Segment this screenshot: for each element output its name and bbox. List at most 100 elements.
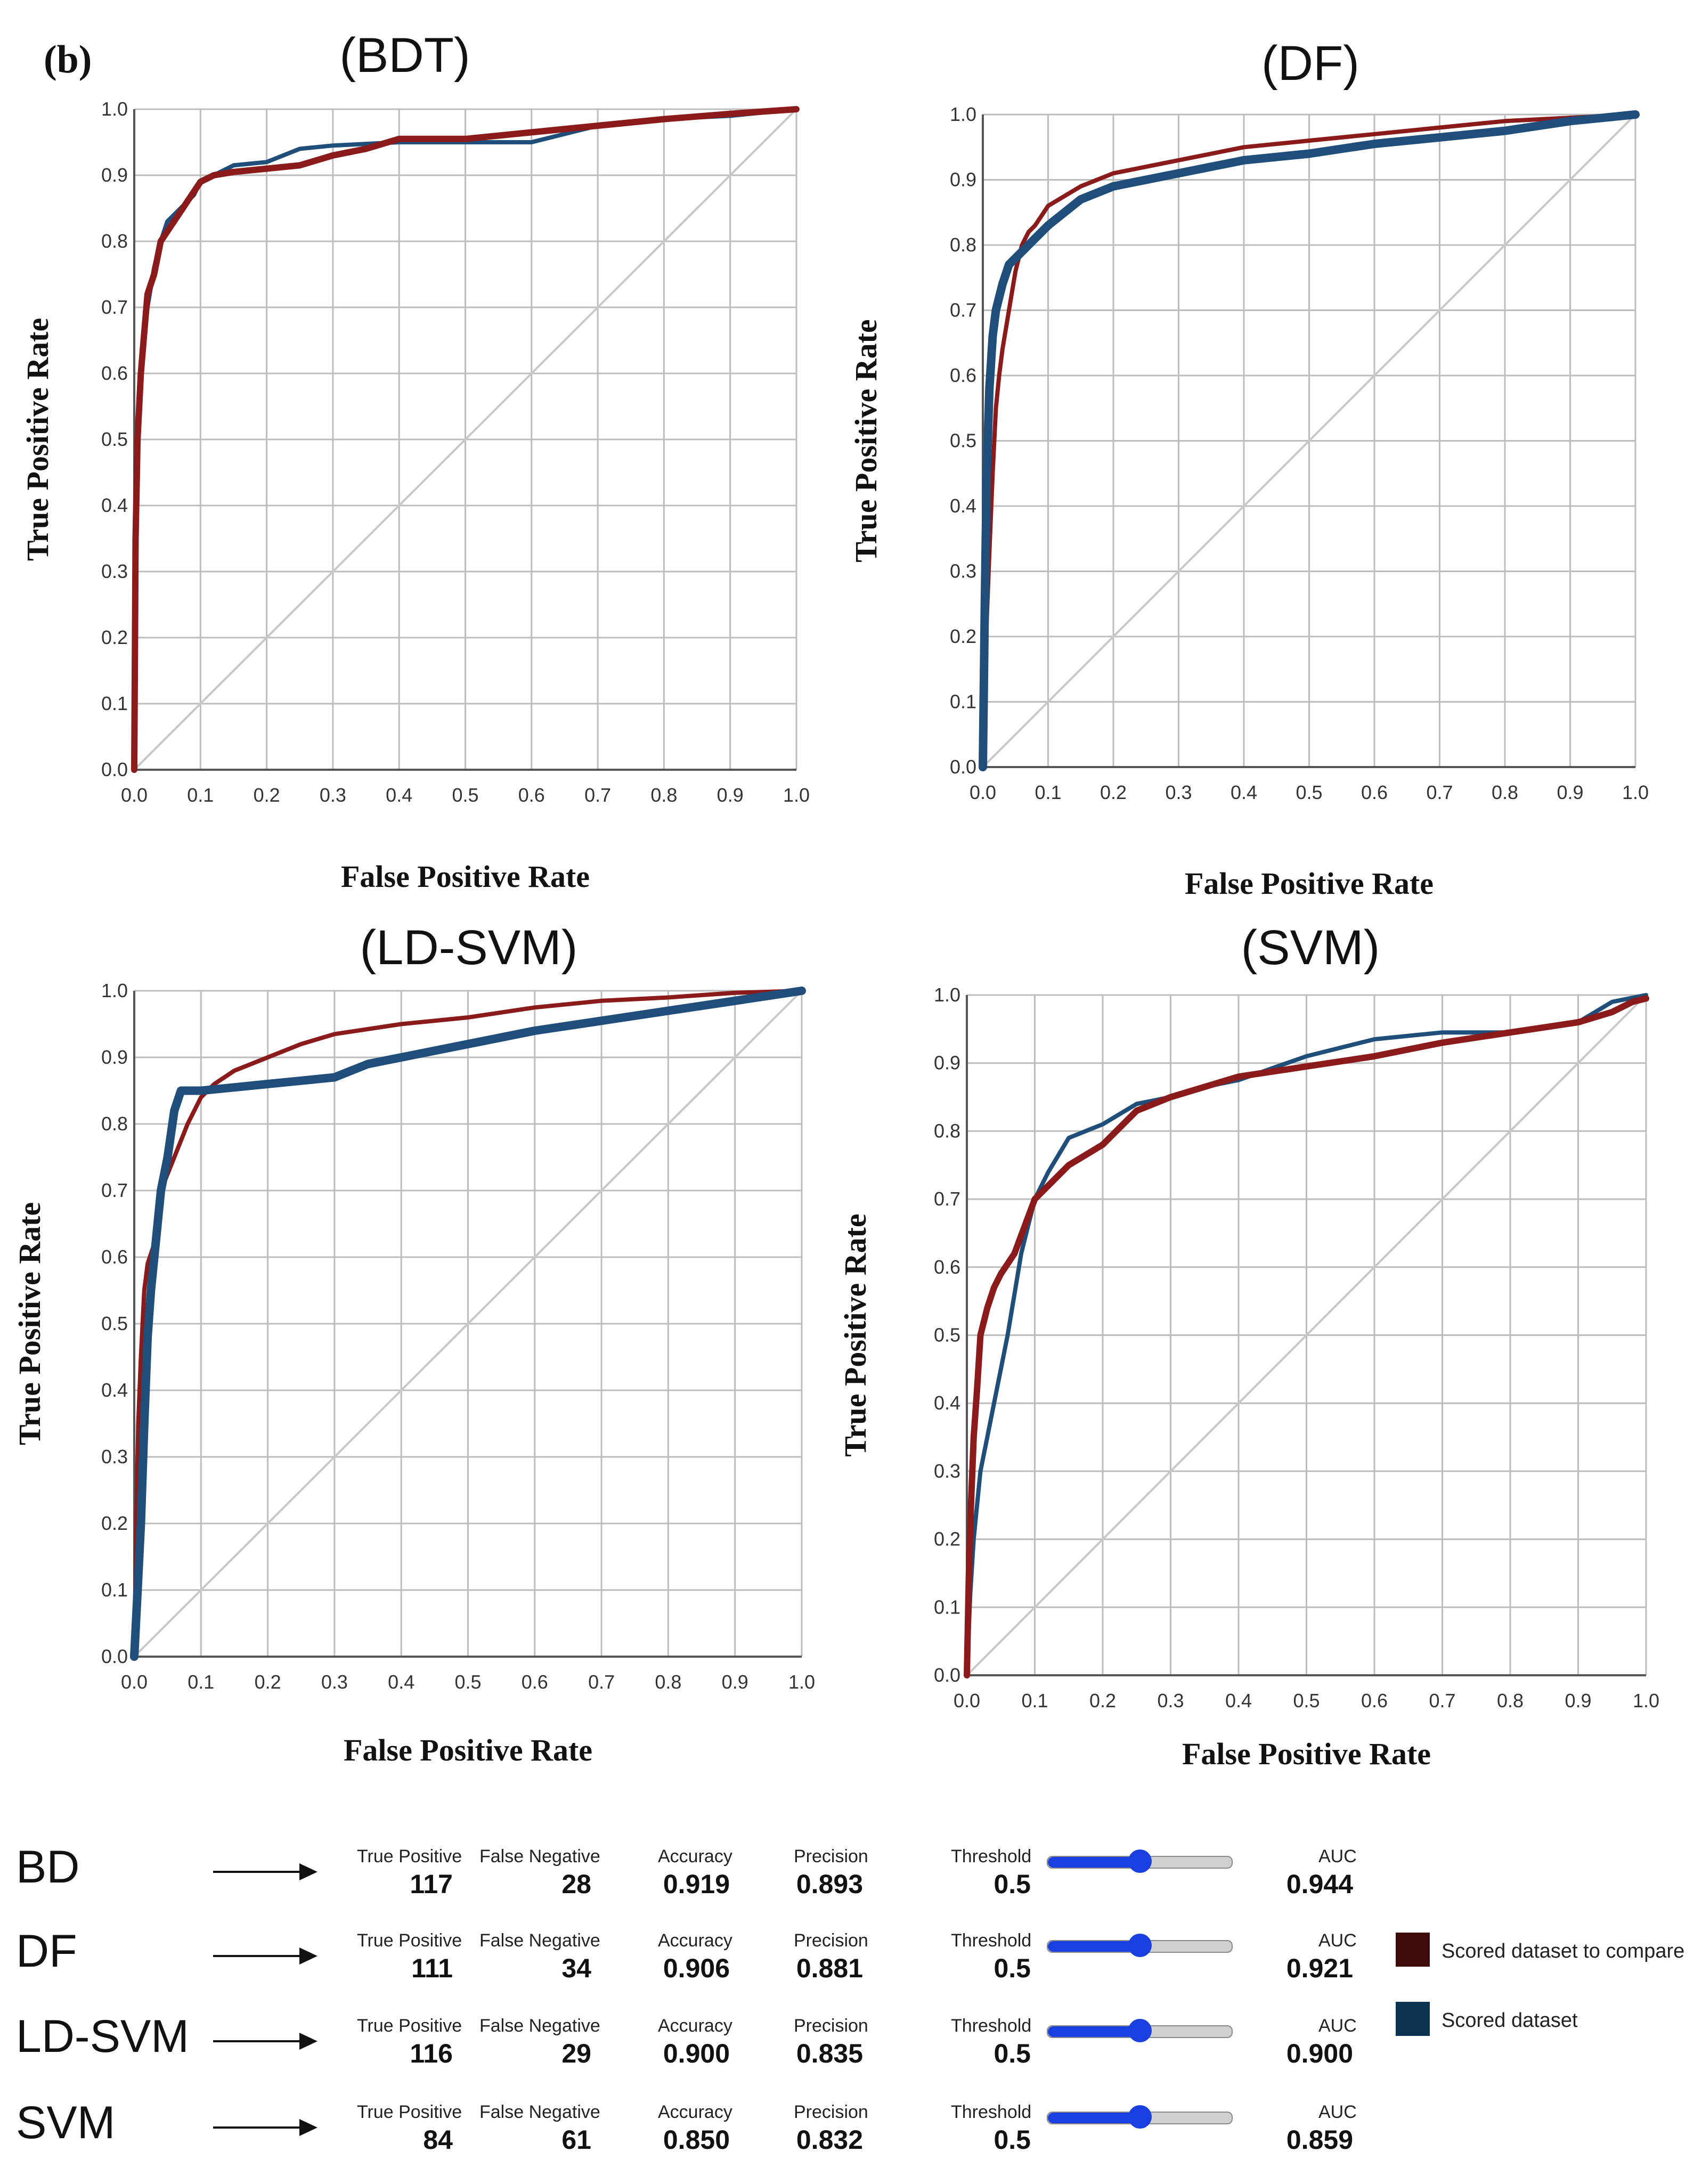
threshold-slider[interactable]: [1047, 1934, 1233, 1957]
x-tick-label: 0.3: [1157, 1690, 1184, 1712]
y-tick-label: 0.6: [101, 1246, 128, 1268]
row-arrow: [213, 2119, 317, 2136]
metrics-row-svm: SVM True Positive 84 False Negative 61 Accura…: [0, 2097, 1702, 2184]
threshold-slider[interactable]: [1047, 2105, 1233, 2129]
row-arrow: [213, 1947, 317, 1965]
x-tick-label: 0.1: [188, 1671, 214, 1693]
roc-series-compare: [964, 995, 1649, 1678]
metrics-row-ld-svm: LD-SVM True Positive 116 False Negative 29 Ac…: [0, 2011, 1702, 2098]
y-tick-label: 0.5: [101, 1313, 128, 1334]
x-axis-title: False Positive Rate: [344, 1733, 592, 1767]
x-tick-label: 0.5: [452, 784, 478, 806]
y-tick-label: 0.4: [101, 1379, 128, 1401]
precision-value: 0.893: [796, 1869, 863, 1899]
y-tick-label: 0.6: [950, 364, 976, 386]
y-tick-label: 1.0: [101, 980, 128, 1001]
precision-value: 0.881: [796, 1953, 863, 1983]
threshold-slider-thumb[interactable]: [1128, 2105, 1152, 2129]
x-tick-label: 1.0: [783, 784, 810, 806]
y-tick-label: 0.3: [101, 560, 128, 582]
accuracy-label: Accuracy: [658, 2016, 732, 2036]
x-tick-label: 0.7: [1429, 1690, 1455, 1712]
x-tick-label: 0.8: [1492, 781, 1518, 803]
threshold-slider-thumb[interactable]: [1128, 1934, 1152, 1957]
precision-label: Precision: [794, 2016, 868, 2036]
x-tick-label: 0.9: [717, 784, 744, 806]
x-tick-label: 0.1: [1021, 1690, 1048, 1712]
x-tick-label: 0.5: [1293, 1690, 1320, 1712]
y-tick-label: 0.5: [101, 428, 128, 450]
threshold-slider[interactable]: [1047, 2019, 1233, 2042]
model-name: LD-SVM: [16, 2011, 189, 2062]
y-axis-title: True Positive Rate: [12, 1202, 47, 1445]
x-tick-label: 0.9: [1557, 781, 1583, 803]
x-tick-label: 0.8: [1497, 1690, 1524, 1712]
chart-title: (DF): [1261, 36, 1359, 91]
accuracy-label: Accuracy: [658, 2102, 732, 2122]
x-tick-label: 0.7: [584, 784, 611, 806]
y-tick-label: 0.9: [950, 169, 976, 191]
x-tick-label: 0.6: [518, 784, 545, 806]
threshold-value: 0.5: [993, 2039, 1031, 2068]
x-tick-label: 0.4: [1231, 781, 1257, 803]
x-axis-title: False Positive Rate: [1182, 1737, 1431, 1771]
y-tick-label: 0.4: [950, 495, 976, 517]
x-tick-label: 0.7: [588, 1671, 615, 1693]
x-tick-label: 0.0: [121, 784, 148, 806]
threshold-slider-fill: [1048, 2026, 1140, 2037]
roc-charts-canvas: 0.0 0.0 0.1 0.1 0.2 0.2 0.3 0.3 0.4 0.4 0.5 0.5 0.6 0…: [12, 28, 1659, 1771]
y-tick-label: 1.0: [934, 984, 960, 1006]
roc-series-compare: [981, 112, 1638, 769]
x-tick-label: 0.0: [970, 781, 996, 803]
x-tick-label: 0.2: [1100, 781, 1127, 803]
x-tick-label: 0.8: [650, 784, 677, 806]
threshold-slider[interactable]: [1047, 1849, 1233, 1873]
y-tick-label: 0.1: [101, 692, 128, 714]
false-negative-value: 28: [561, 1869, 591, 1899]
x-tick-label: 1.0: [1622, 781, 1649, 803]
x-axis-title: False Positive Rate: [1185, 866, 1434, 901]
x-tick-label: 0.3: [320, 784, 346, 806]
threshold-value: 0.5: [993, 2125, 1031, 2155]
x-tick-label: 0.6: [1361, 1690, 1388, 1712]
chance-diagonal: [133, 990, 803, 1658]
y-tick-label: 0.0: [101, 1645, 128, 1667]
y-tick-label: 0.7: [950, 299, 976, 321]
y-tick-label: 0.7: [101, 1179, 128, 1201]
roc-series-compare: [131, 106, 800, 773]
x-tick-label: 0.4: [388, 1671, 414, 1693]
chart-title: (LD-SVM): [360, 920, 578, 975]
legend-swatch-compare: [1396, 1933, 1430, 1967]
threshold-label: Threshold: [951, 1846, 1032, 1867]
auc-label: AUC: [1318, 1846, 1357, 1867]
precision-value: 0.835: [796, 2039, 863, 2068]
accuracy-value: 0.906: [663, 1953, 730, 1983]
true-positive-label: True Positive: [357, 1930, 462, 1951]
legend-label-compare: Scored dataset to compare: [1442, 1940, 1685, 1962]
x-tick-label: 0.6: [522, 1671, 548, 1693]
true-positive-label: True Positive: [357, 2016, 462, 2036]
row-arrow: [213, 2033, 317, 2050]
precision-label: Precision: [794, 2102, 868, 2122]
threshold-slider-fill: [1048, 1941, 1140, 1952]
threshold-slider-thumb[interactable]: [1128, 2019, 1152, 2042]
auc-value: 0.900: [1286, 2039, 1353, 2068]
roc-series-compare: [132, 989, 804, 1659]
legend-swatch-scored: [1396, 2002, 1430, 2036]
x-tick-label: 0.2: [255, 1671, 281, 1693]
roc-chart-2: 0.0 0.0 0.1 0.1 0.2 0.2 0.3 0.3 0.4 0.4 0.5 0.5 0.6 0…: [12, 920, 815, 1767]
accuracy-label: Accuracy: [658, 1846, 732, 1867]
x-tick-label: 0.1: [1035, 781, 1061, 803]
auc-label: AUC: [1318, 2102, 1357, 2122]
threshold-slider-thumb[interactable]: [1128, 1849, 1152, 1873]
x-tick-label: 0.4: [386, 784, 412, 806]
y-tick-label: 0.7: [934, 1188, 960, 1210]
y-tick-label: 0.5: [934, 1324, 960, 1346]
y-tick-label: 0.2: [101, 626, 128, 648]
x-tick-label: 0.0: [954, 1690, 980, 1712]
x-tick-label: 0.3: [321, 1671, 348, 1693]
roc-chart-0: 0.0 0.0 0.1 0.1 0.2 0.2 0.3 0.3 0.4 0.4 0.5 0.5 0.6 0…: [20, 28, 810, 894]
x-tick-label: 0.2: [254, 784, 280, 806]
precision-label: Precision: [794, 1930, 868, 1951]
x-tick-label: 1.0: [1633, 1690, 1659, 1712]
